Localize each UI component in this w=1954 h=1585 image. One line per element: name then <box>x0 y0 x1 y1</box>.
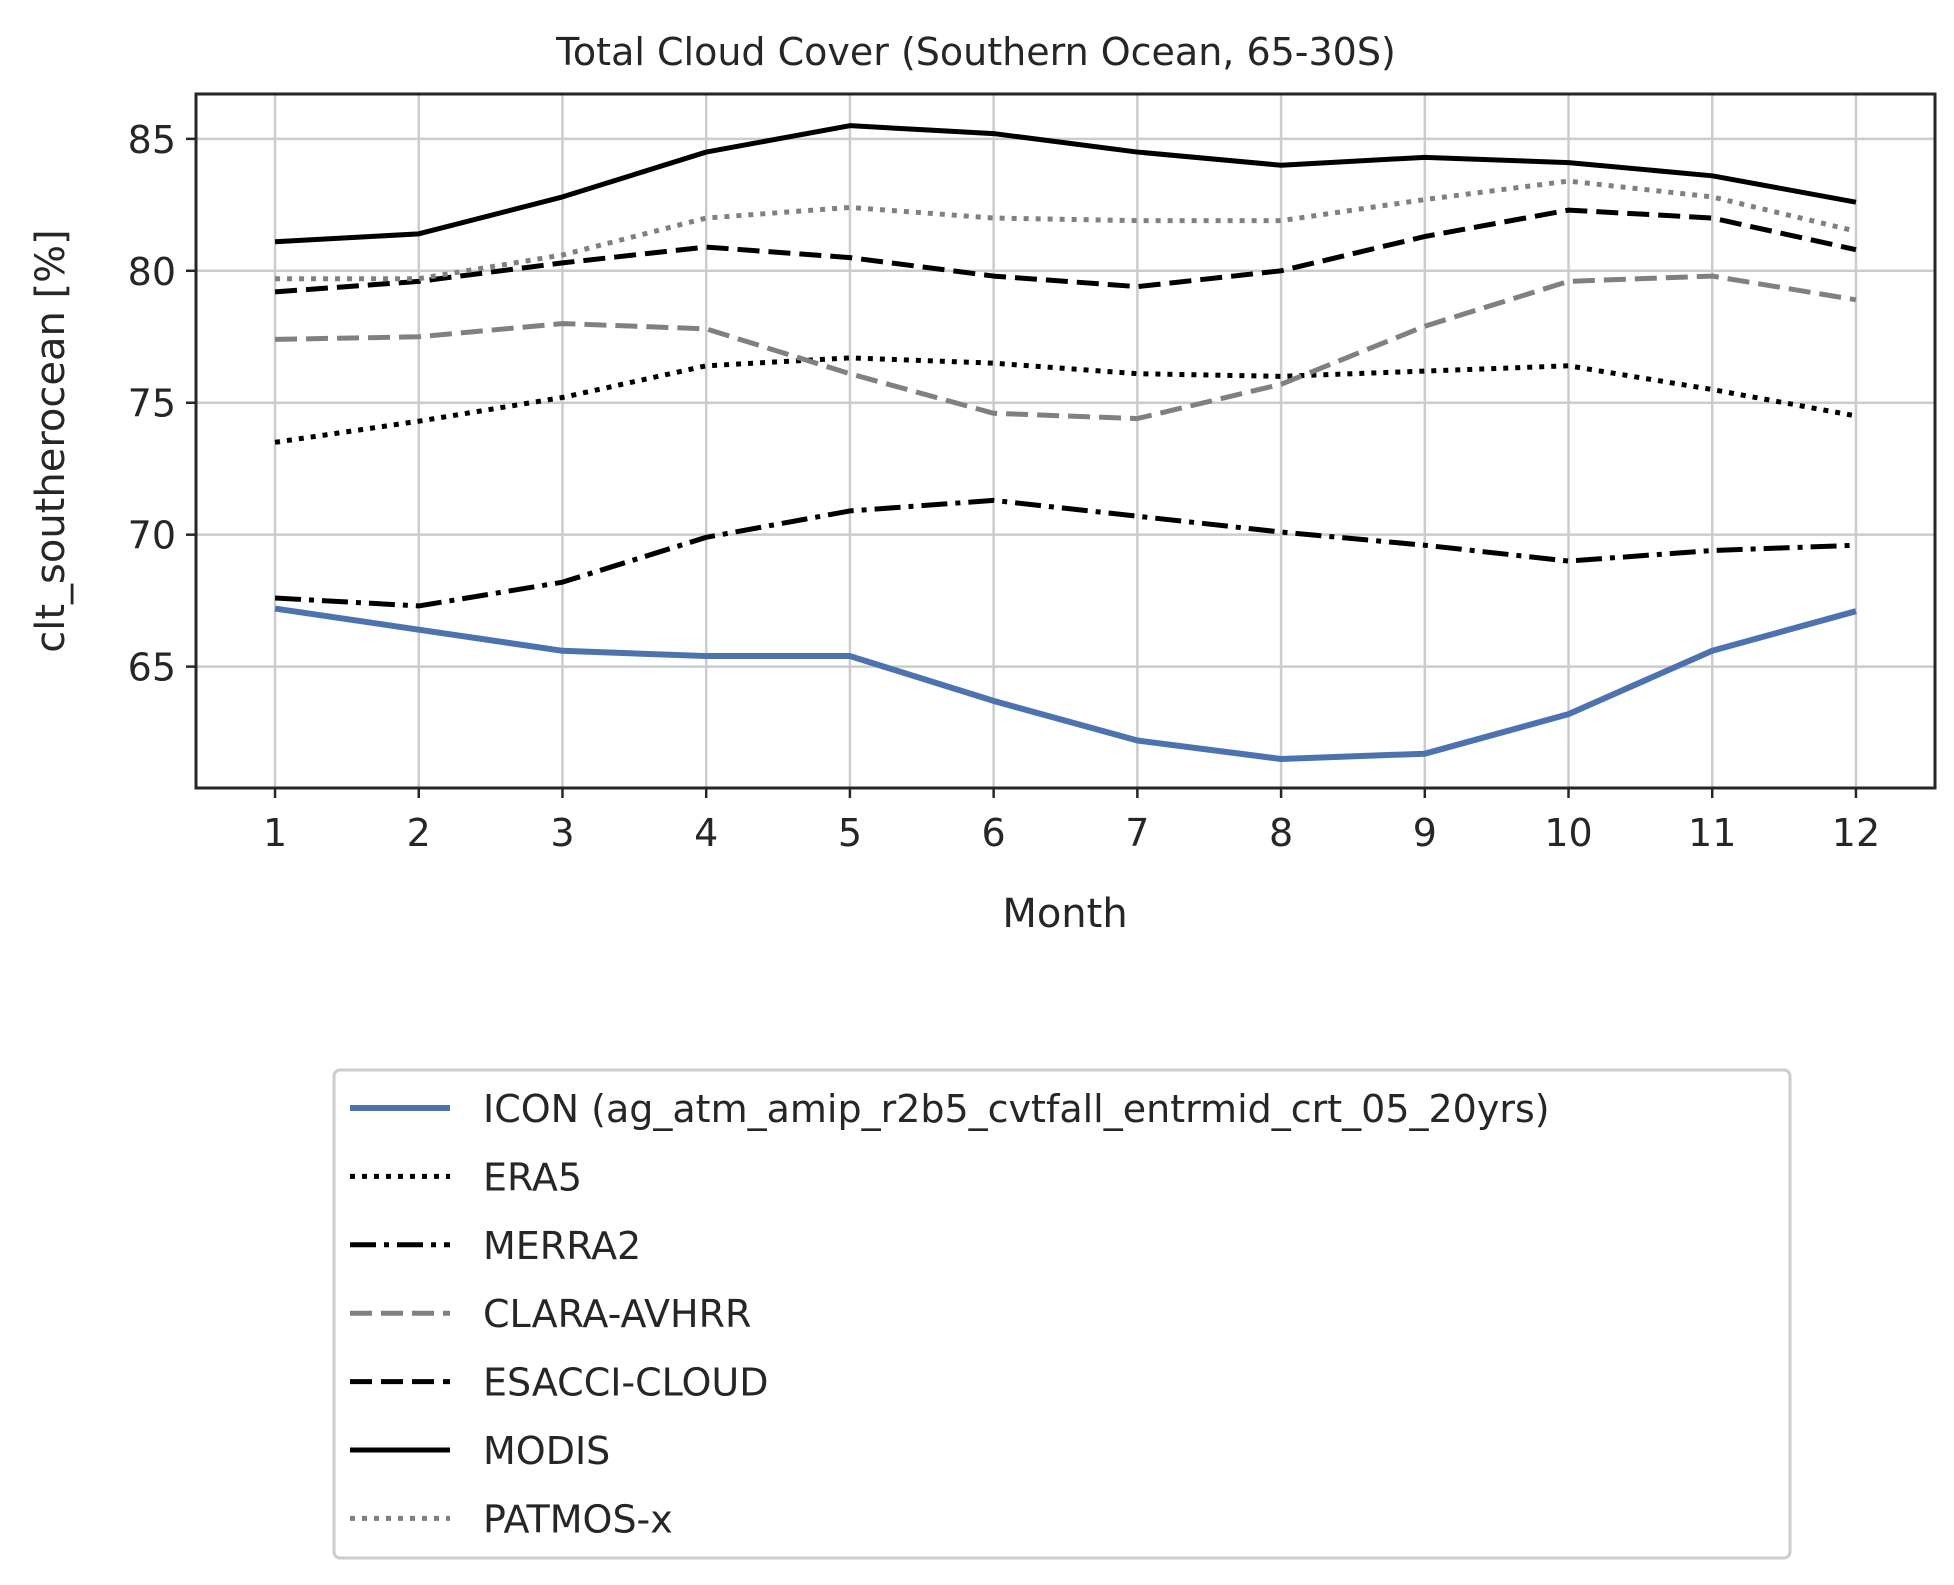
x-tick-label: 9 <box>1413 811 1437 855</box>
series-line-esacci-cloud <box>274 207 1857 295</box>
chart-title: Total Cloud Cover (Southern Ocean, 65-30… <box>555 30 1396 74</box>
legend: ICON (ag_atm_amip_r2b5_cvtfall_entrmid_c… <box>332 1068 1792 1560</box>
x-tick-label: 4 <box>694 811 718 855</box>
legend-label-modis: MODIS <box>483 1429 610 1473</box>
y-tick-label: 65 <box>128 646 176 690</box>
y-tick-label: 70 <box>128 514 176 558</box>
series-line-clara-avhrr <box>274 273 1857 422</box>
legend-label-era5: ERA5 <box>483 1155 582 1199</box>
x-tick-label: 12 <box>1832 811 1880 855</box>
y-tick-label: 75 <box>128 382 176 426</box>
x-tick-label: 3 <box>550 811 574 855</box>
legend-box <box>332 1068 1792 1560</box>
series-line-patmos-x <box>275 178 1857 282</box>
y-axis: 65 70 75 80 85 <box>128 118 196 690</box>
legend-label-merra2: MERRA2 <box>483 1224 641 1268</box>
series-line-modis <box>274 123 1857 245</box>
legend-label-patmos-x: PATMOS-x <box>483 1497 673 1541</box>
x-tick-label: 6 <box>982 811 1006 855</box>
x-axis: 1 2 3 4 5 6 7 8 9 10 11 12 <box>263 788 1880 855</box>
y-axis-label: clt_southerocean [%] <box>28 229 74 653</box>
x-tick-label: 11 <box>1688 811 1736 855</box>
series-line-era5 <box>274 355 1857 445</box>
x-tick-label: 2 <box>407 811 431 855</box>
y-tick-label: 85 <box>128 118 176 162</box>
series-line-merra2 <box>274 497 1857 609</box>
grid <box>196 94 1935 788</box>
x-tick-label: 5 <box>838 811 862 855</box>
x-axis-label: Month <box>1002 891 1127 937</box>
x-tick-label: 10 <box>1544 811 1592 855</box>
legend-label-icon: ICON (ag_atm_amip_r2b5_cvtfall_entrmid_c… <box>483 1087 1550 1131</box>
plot-frame <box>194 92 1937 790</box>
legend-entries: ICON (ag_atm_amip_r2b5_cvtfall_entrmid_c… <box>350 1087 1550 1541</box>
x-tick-label: 8 <box>1269 811 1293 855</box>
series-line-icon <box>274 605 1857 762</box>
x-tick-label: 1 <box>263 811 287 855</box>
x-tick-label: 7 <box>1125 811 1149 855</box>
series-lines <box>274 123 1857 762</box>
legend-label-esacci-cloud: ESACCI-CLOUD <box>483 1361 768 1405</box>
legend-label-clara-avhrr: CLARA-AVHRR <box>483 1292 751 1336</box>
y-tick-label: 80 <box>128 250 176 294</box>
